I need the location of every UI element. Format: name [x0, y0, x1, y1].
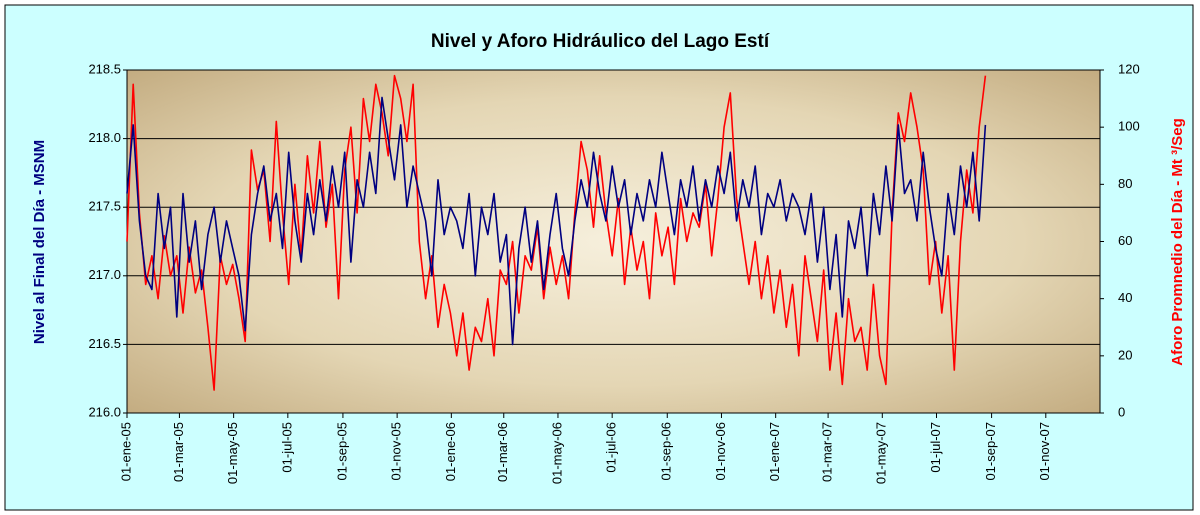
x-tick-label: 01-jul-06	[604, 422, 619, 473]
y2-tick-label: 60	[1118, 233, 1132, 248]
x-tick-label: 01-sep-05	[334, 422, 349, 481]
y-tick-label: 218.5	[88, 61, 121, 76]
x-tick-label: 01-may-05	[225, 422, 240, 484]
y2-tick-label: 80	[1118, 176, 1132, 191]
chart-title: Nivel y Aforo Hidráulico del Lago Estí	[431, 31, 770, 52]
x-tick-label: 01-nov-06	[713, 422, 728, 481]
y-axis-label: Nivel al Final del Día - MSNM	[31, 140, 48, 344]
y-tick-label: 216.5	[88, 336, 121, 351]
x-tick-label: 01-sep-06	[659, 422, 674, 481]
y-tick-label: 217.0	[88, 267, 121, 282]
y2-tick-label: 40	[1118, 290, 1132, 305]
x-tick-label: 01-mar-07	[820, 422, 835, 482]
y-tick-label: 218.0	[88, 130, 121, 145]
y2-axis-label: Aforo Promnedio del Día - Mt ³/Seg	[1169, 118, 1186, 366]
y2-tick-label: 0	[1118, 404, 1125, 419]
x-tick-label: 01-nov-05	[389, 422, 404, 481]
series-line	[126, 96, 987, 346]
x-tick-label: 01-ene-07	[767, 422, 782, 481]
y2-tick-label: 20	[1118, 347, 1132, 362]
x-tick-label: 01-mar-06	[495, 422, 510, 482]
x-tick-label: 01-mar-05	[171, 422, 186, 482]
y2-tick-label: 120	[1118, 61, 1140, 76]
x-tick-label: 01-jul-05	[279, 422, 294, 473]
x-tick-label: 01-nov-07	[1037, 422, 1052, 481]
y-tick-label: 217.5	[88, 199, 121, 214]
x-tick-label: 01-ene-06	[443, 422, 458, 481]
x-tick-label: 01-may-06	[549, 422, 564, 484]
series-line	[126, 74, 987, 391]
x-tick-label: 01-ene-05	[118, 422, 133, 481]
y-tick-label: 216.0	[88, 404, 121, 419]
x-tick-label: 01-sep-07	[983, 422, 998, 481]
x-tick-label: 01-may-07	[874, 422, 889, 484]
y2-tick-label: 100	[1118, 119, 1140, 134]
x-tick-label: 01-jul-07	[928, 422, 943, 473]
